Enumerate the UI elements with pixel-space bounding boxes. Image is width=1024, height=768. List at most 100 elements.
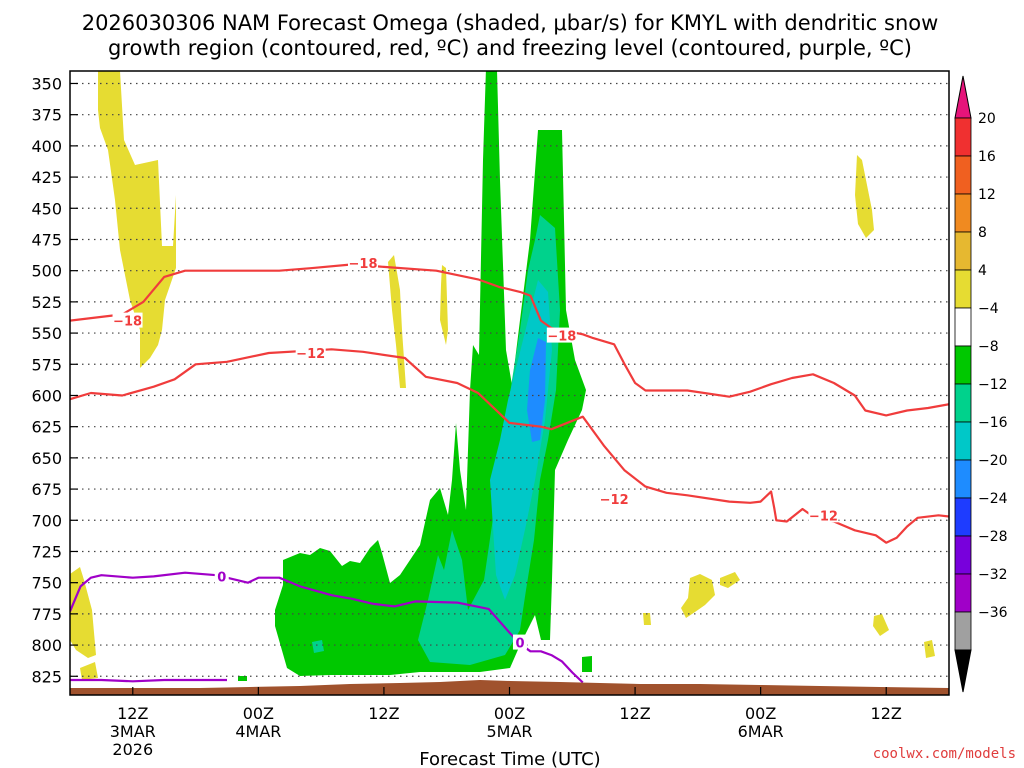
x-tick-label: 12Z — [117, 704, 148, 723]
contour-label: 0 — [515, 637, 524, 652]
colorbar-label: −36 — [978, 605, 1008, 621]
x-tick-date-label: 6MAR — [738, 722, 784, 741]
colorbar-segment — [954, 383, 972, 423]
omega-region-yellow-lower-left — [70, 567, 96, 658]
x-tick-label: 12Z — [619, 704, 650, 723]
x-axis-title: Forecast Time (UTC) — [419, 749, 600, 768]
colorbar-label: 4 — [978, 263, 987, 279]
colorbar-segment — [954, 421, 972, 461]
colorbar-top-arrow — [954, 75, 972, 119]
y-tick-label: 350 — [31, 74, 62, 93]
colorbar-segment — [954, 573, 972, 613]
colorbar-segment — [954, 193, 972, 233]
y-tick-label: 775 — [31, 605, 62, 624]
colorbar-bottom-arrow — [954, 649, 972, 693]
y-tick-label: 725 — [31, 542, 62, 561]
omega-region-yellow-lower-left-2 — [80, 662, 98, 680]
colorbar-label: −4 — [978, 301, 999, 317]
colorbar-label: 20 — [978, 111, 996, 127]
contour-label-bg — [599, 491, 630, 507]
contour-label: −18 — [349, 257, 378, 272]
omega-region-blue — [527, 338, 546, 442]
y-tick-label: 375 — [31, 106, 62, 125]
y-tick-label: 525 — [31, 293, 62, 312]
x-tick-date-label: 5MAR — [486, 722, 532, 741]
omega-region-green-small — [582, 656, 592, 672]
chart-title-line-2: growth region (contoured, red, ºC) and f… — [108, 36, 912, 60]
chart-title-line-1: 2026030306 NAM Forecast Omega (shaded, μ… — [82, 11, 939, 35]
colorbar-segment — [954, 345, 972, 385]
colorbar-segment — [954, 117, 972, 157]
omega-region-yellow-upper-left — [98, 71, 176, 368]
isotherm-contours: −18 −18 −18 −12 −12 −12 0 0 — [70, 255, 949, 684]
omega-region-yellow-blob-2 — [720, 572, 740, 588]
colorbar-label: 8 — [978, 225, 987, 241]
omega-region-yellow-blob-3 — [643, 613, 651, 625]
credit-text: coolwx.com/models — [873, 746, 1016, 762]
colorbar-segment — [954, 231, 972, 271]
colorbar-label: −12 — [978, 377, 1008, 393]
y-tick-label: 575 — [31, 355, 62, 374]
x-tick-label: 00Z — [745, 704, 776, 723]
colorbar-label: 16 — [978, 149, 996, 165]
contour-label: −12 — [600, 493, 629, 508]
omega-region-yellow-spike-1 — [388, 255, 406, 388]
contour-label-bg — [512, 634, 527, 650]
y-tick-label: 650 — [31, 449, 62, 468]
contour-label-bg — [214, 568, 229, 584]
x-tick-label: 12Z — [368, 704, 399, 723]
omega-region-yellow-blob-5 — [924, 640, 935, 658]
contour-line — [70, 263, 949, 417]
omega-region-yellow-spike-2 — [440, 265, 448, 345]
omega-region-teal-small — [312, 640, 324, 653]
y-tick-label: 800 — [31, 636, 62, 655]
contour-label-bg — [546, 327, 577, 343]
omega-region-yellow-blob-1 — [681, 574, 715, 618]
x-tick-date-label: 3MAR — [110, 722, 156, 741]
colorbar-label: −20 — [978, 453, 1008, 469]
colorbar-segment — [954, 269, 972, 309]
y-tick-label: 750 — [31, 574, 62, 593]
omega-region-teal — [418, 215, 560, 665]
y-tick-label: 625 — [31, 418, 62, 437]
contour-label: −12 — [296, 347, 325, 362]
omega-shading — [70, 71, 935, 681]
y-tick-label: 825 — [31, 667, 62, 686]
colorbar-segment — [954, 535, 972, 575]
colorbar-label: −16 — [978, 415, 1008, 431]
contour-label-bg — [112, 312, 143, 328]
x-tick-label: 00Z — [494, 704, 525, 723]
contour-label: −12 — [809, 509, 838, 524]
colorbar-segment — [954, 497, 972, 537]
y-tick-label: 475 — [31, 230, 62, 249]
contour-label-bg — [808, 507, 839, 523]
colorbar-segment — [954, 307, 972, 347]
y-tick-label: 500 — [31, 262, 62, 281]
contour-label: −18 — [113, 315, 142, 330]
contour-line — [70, 678, 227, 683]
colorbar-label: −32 — [978, 567, 1008, 583]
omega-region-yellow-right — [855, 155, 874, 238]
y-tick-label: 425 — [31, 168, 62, 187]
colorbar-label: −8 — [978, 339, 999, 355]
y-tick-label: 675 — [31, 480, 62, 499]
colorbar-label: −28 — [978, 529, 1008, 545]
contour-line — [70, 571, 584, 684]
omega-colorbar: 20 16 12 8 4 −4 −8 −12 −16 −20 −24 −28 −32 −36 — [954, 75, 1008, 693]
y-tick-label: 450 — [31, 199, 62, 218]
colorbar-segment — [954, 611, 972, 651]
colorbar-label: −24 — [978, 491, 1008, 507]
y-tick-label: 700 — [31, 511, 62, 530]
pressure-gridlines — [70, 82, 949, 677]
colorbar-segment — [954, 155, 972, 195]
y-tick-label: 550 — [31, 324, 62, 343]
omega-region-green-dot — [238, 676, 247, 681]
x-tick-year-label: 2026 — [112, 740, 153, 759]
y-tick-label: 600 — [31, 386, 62, 405]
y-axis: 350 375 400 425 450 475 500 525 550 575 600 625 650 6… — [31, 74, 78, 686]
x-tick-label: 12Z — [871, 704, 902, 723]
colorbar-label: 12 — [978, 187, 996, 203]
x-tick-label: 00Z — [243, 704, 274, 723]
